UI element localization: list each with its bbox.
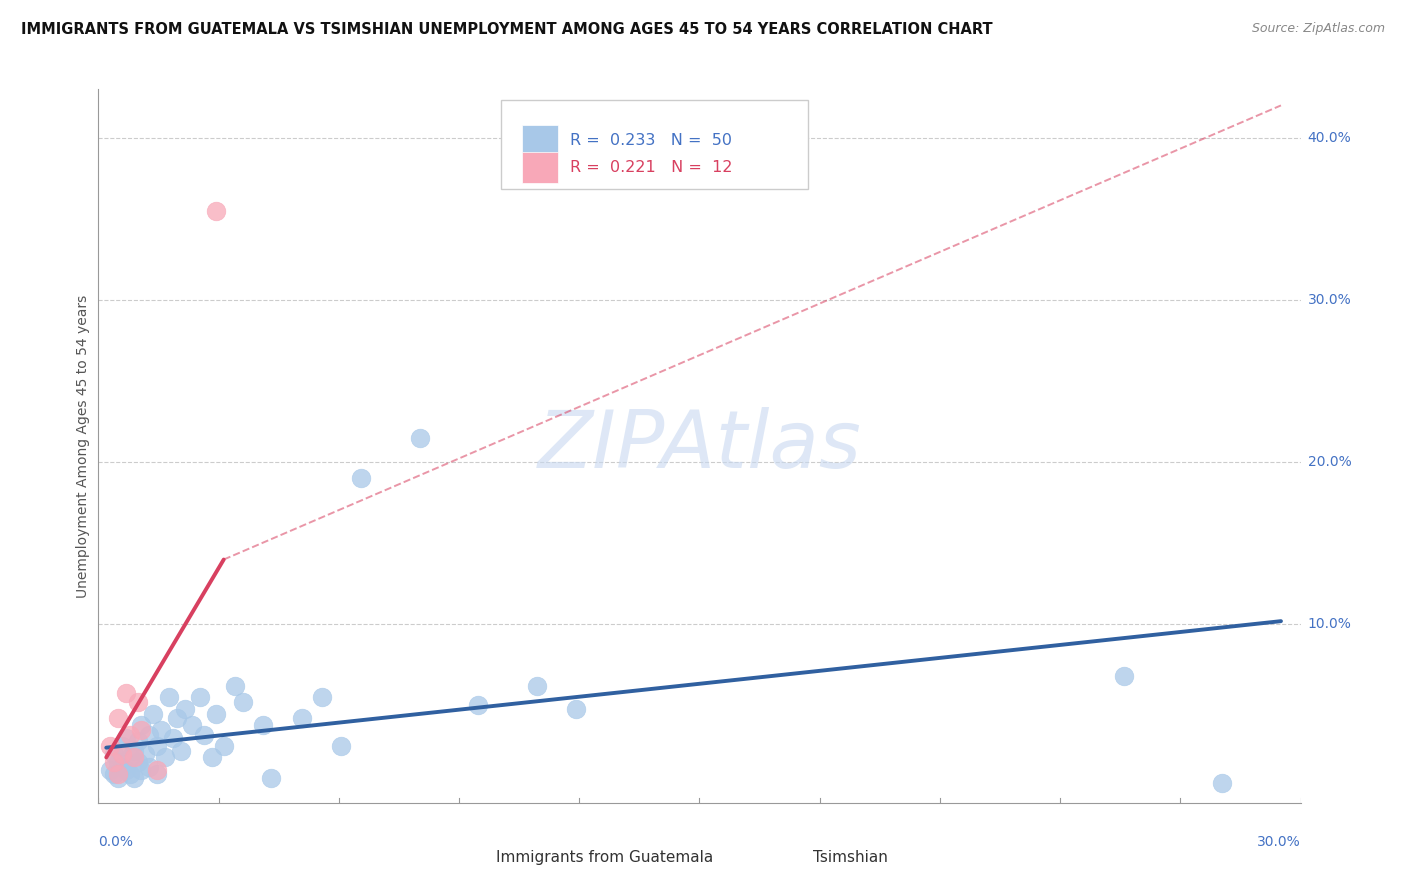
- Point: [252, 718, 274, 732]
- Text: Source: ZipAtlas.com: Source: ZipAtlas.com: [1251, 22, 1385, 36]
- Point: [107, 772, 129, 786]
- Point: [205, 203, 228, 218]
- Point: [98, 764, 121, 778]
- Point: [408, 431, 430, 445]
- Point: [1211, 776, 1233, 790]
- Point: [181, 718, 204, 732]
- Point: [565, 702, 588, 716]
- Point: [260, 772, 283, 786]
- Point: [146, 766, 169, 780]
- Text: R =  0.233   N =  50: R = 0.233 N = 50: [569, 133, 731, 148]
- Point: [103, 756, 125, 770]
- Point: [138, 728, 160, 742]
- Point: [150, 723, 173, 737]
- Text: IMMIGRANTS FROM GUATEMALA VS TSIMSHIAN UNEMPLOYMENT AMONG AGES 45 TO 54 YEARS CO: IMMIGRANTS FROM GUATEMALA VS TSIMSHIAN U…: [21, 22, 993, 37]
- Point: [111, 747, 134, 761]
- Point: [122, 744, 145, 758]
- Point: [212, 739, 235, 753]
- Point: [118, 766, 141, 780]
- Text: Immigrants from Guatemala: Immigrants from Guatemala: [496, 850, 714, 864]
- Point: [127, 734, 149, 748]
- Point: [107, 711, 129, 725]
- Point: [122, 772, 145, 786]
- Point: [134, 747, 156, 761]
- Text: R =  0.221   N =  12: R = 0.221 N = 12: [569, 160, 733, 175]
- Text: ZIPAtlas: ZIPAtlas: [537, 407, 862, 485]
- Point: [131, 723, 153, 737]
- Point: [153, 750, 176, 764]
- Point: [122, 750, 145, 764]
- Point: [162, 731, 184, 745]
- Point: [98, 739, 121, 753]
- Point: [114, 731, 136, 745]
- Point: [467, 698, 489, 713]
- Text: 0.0%: 0.0%: [98, 835, 134, 849]
- Point: [114, 685, 136, 699]
- Point: [131, 718, 153, 732]
- Text: 10.0%: 10.0%: [1308, 617, 1351, 632]
- Point: [111, 760, 134, 774]
- Point: [291, 711, 314, 725]
- Point: [193, 728, 215, 742]
- Point: [111, 739, 134, 753]
- Point: [107, 766, 129, 780]
- FancyBboxPatch shape: [522, 152, 558, 183]
- Point: [169, 744, 191, 758]
- Point: [330, 739, 353, 753]
- Point: [142, 706, 165, 721]
- Point: [166, 711, 188, 725]
- Y-axis label: Unemployment Among Ages 45 to 54 years: Unemployment Among Ages 45 to 54 years: [76, 294, 90, 598]
- Point: [138, 760, 160, 774]
- Point: [205, 706, 228, 721]
- Point: [131, 764, 153, 778]
- Point: [173, 702, 195, 716]
- Point: [232, 695, 254, 709]
- Point: [118, 750, 141, 764]
- Point: [107, 756, 129, 770]
- Point: [526, 679, 548, 693]
- Point: [350, 471, 373, 485]
- Text: Tsimshian: Tsimshian: [813, 850, 887, 864]
- Point: [103, 747, 125, 761]
- Point: [201, 750, 224, 764]
- Point: [224, 679, 246, 693]
- Point: [188, 690, 211, 705]
- Point: [146, 764, 169, 778]
- Text: 40.0%: 40.0%: [1308, 131, 1351, 145]
- Point: [114, 764, 136, 778]
- Point: [1114, 669, 1136, 683]
- Point: [127, 756, 149, 770]
- Text: 20.0%: 20.0%: [1308, 455, 1351, 469]
- Point: [146, 739, 169, 753]
- Text: 30.0%: 30.0%: [1308, 293, 1351, 307]
- FancyBboxPatch shape: [501, 100, 807, 189]
- Text: 30.0%: 30.0%: [1257, 835, 1301, 849]
- FancyBboxPatch shape: [522, 125, 558, 156]
- Point: [127, 695, 149, 709]
- Point: [311, 690, 333, 705]
- Point: [157, 690, 180, 705]
- Point: [118, 728, 141, 742]
- Point: [103, 766, 125, 780]
